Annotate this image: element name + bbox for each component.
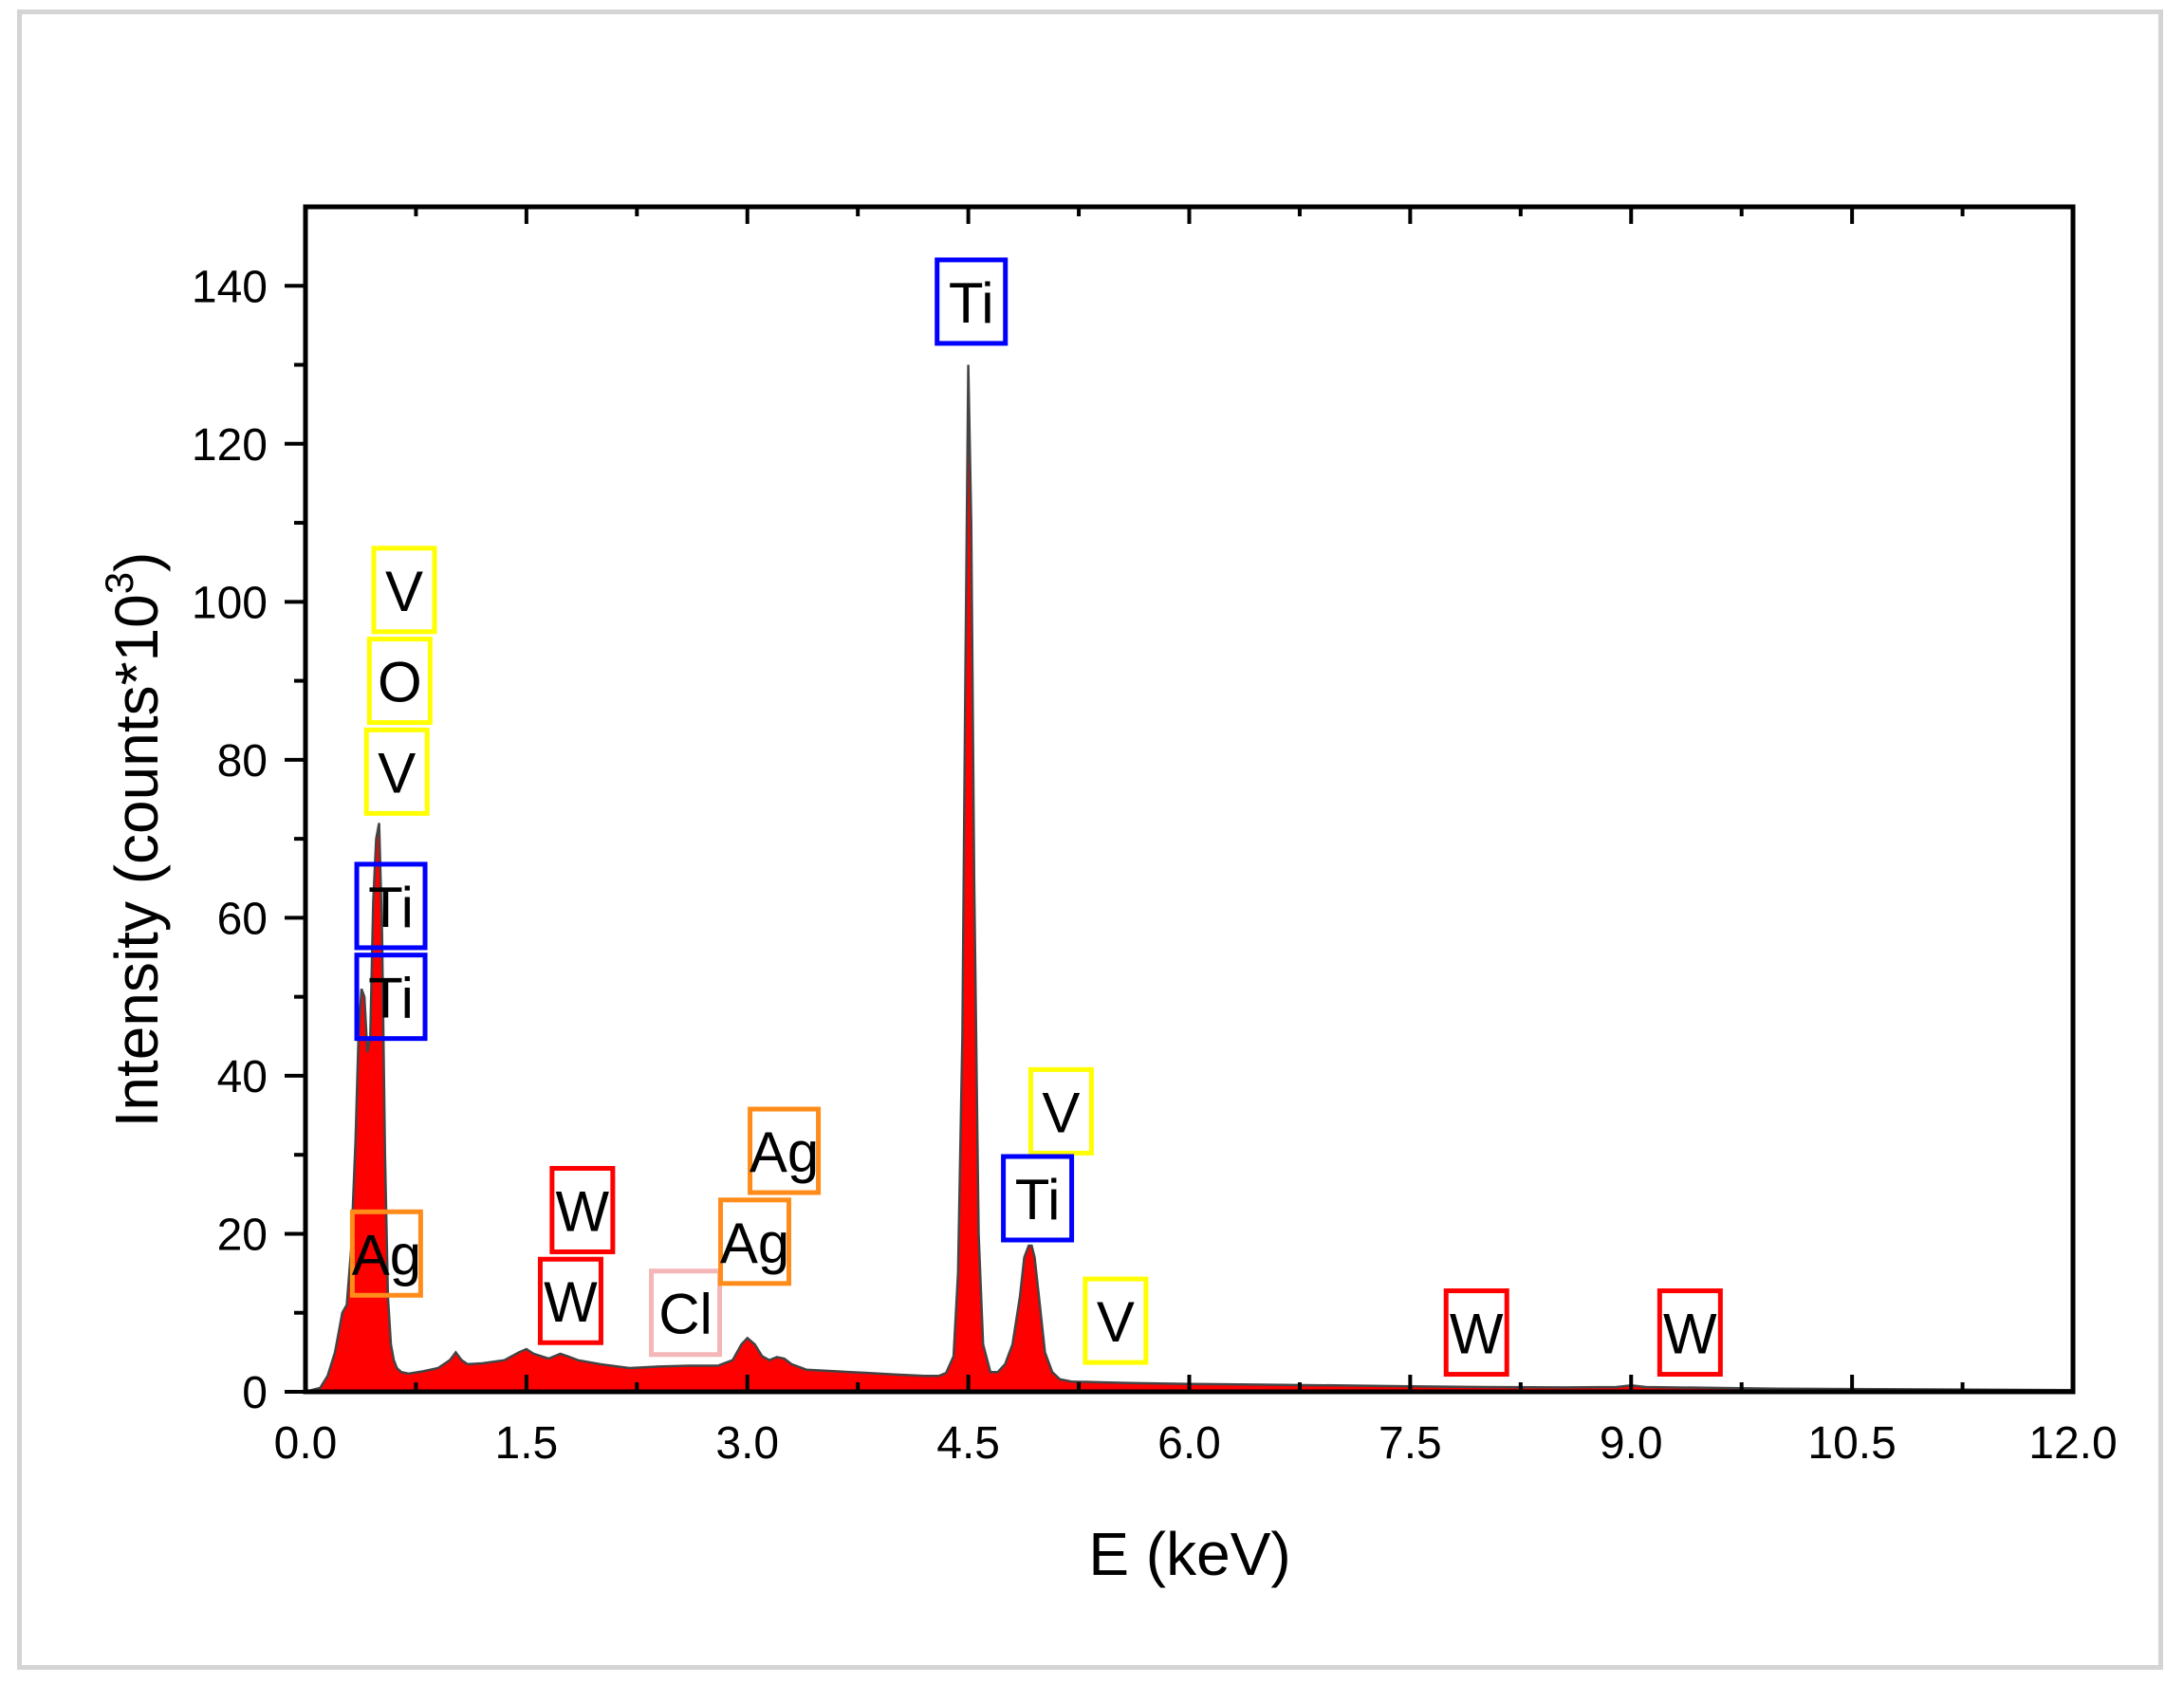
peak-label-v: V — [1027, 1066, 1094, 1156]
peak-label-ag: Ag — [748, 1106, 822, 1195]
peak-label-box — [366, 637, 433, 726]
peak-label-box — [1001, 1154, 1075, 1243]
peak-label-box — [1443, 1288, 1509, 1378]
y-tick-label: 120 — [192, 420, 268, 471]
peak-label-text: O — [378, 651, 422, 714]
y-axis-label-base: Intensity (counts*10 — [102, 594, 171, 1127]
peak-label-ag: Ag — [718, 1197, 792, 1286]
peak-label-text: Ti — [368, 967, 414, 1030]
peak-label-box — [718, 1197, 792, 1286]
peak-label-box — [748, 1106, 822, 1195]
peak-label-box — [649, 1268, 723, 1358]
peak-label-w: W — [1657, 1288, 1723, 1378]
x-tick-label: 6.0 — [1157, 1418, 1221, 1469]
peak-label-box — [354, 953, 428, 1042]
peak-label-text: W — [544, 1270, 598, 1334]
peak-label-text: V — [378, 741, 416, 805]
peak-label-box — [537, 1256, 603, 1345]
y-axis-label-superscript: 3 — [97, 572, 141, 594]
x-tick-label: 1.5 — [495, 1418, 559, 1469]
peak-label-box — [354, 861, 428, 951]
y-tick-label: 20 — [217, 1210, 268, 1260]
peak-label-text: Ag — [720, 1212, 789, 1275]
peak-label-box — [1657, 1288, 1723, 1378]
peak-label-text: V — [385, 560, 423, 623]
peak-label-text: Ag — [750, 1120, 819, 1184]
peak-label-text: Cl — [658, 1283, 713, 1346]
peak-label-w: W — [537, 1256, 603, 1345]
y-tick-label: 140 — [192, 262, 268, 312]
peak-label-w: W — [549, 1165, 616, 1254]
y-tick-label: 100 — [192, 578, 268, 628]
peak-label-box — [1083, 1276, 1149, 1365]
y-tick-label: 80 — [217, 736, 268, 786]
spectrum-line-0 — [305, 364, 2074, 1394]
peak-label-ti: Ti — [1001, 1154, 1075, 1243]
x-axis-label: E (keV) — [1088, 1520, 1290, 1588]
peak-label-cl: Cl — [649, 1268, 723, 1358]
peak-label-v: V — [371, 546, 437, 635]
peak-label-v: V — [363, 727, 430, 816]
peak-label-text: W — [1450, 1303, 1504, 1366]
peak-label-box — [1027, 1066, 1094, 1156]
peak-label-text: V — [1097, 1290, 1135, 1354]
peak-label-box — [371, 546, 437, 635]
peak-label-box — [363, 727, 430, 816]
y-tick-label: 40 — [217, 1052, 268, 1102]
peak-label-box — [349, 1209, 423, 1298]
y-tick-label: 60 — [217, 894, 268, 944]
peak-label-ti: Ti — [935, 257, 1009, 346]
x-tick-label: 4.5 — [936, 1418, 1000, 1469]
ticks-layer: 0.0 1.5 3.0 4.5 6.0 7.5 9.0 10.5 12.0 0 20 40 60 80 10… — [192, 207, 2118, 1469]
peak-label-text: Ti — [368, 876, 414, 939]
peak-label-text: Ag — [352, 1223, 421, 1286]
peak-label-ti: Ti — [354, 953, 428, 1042]
x-tick-label: 0.0 — [274, 1418, 338, 1469]
y-tick-label: 0 — [242, 1368, 268, 1418]
spectrum-fill-layer — [305, 364, 2074, 1394]
x-tick-label: 7.5 — [1379, 1418, 1442, 1469]
x-tick-label: 12.0 — [2028, 1418, 2117, 1469]
peak-label-ti: Ti — [354, 861, 428, 951]
peak-label-v: V — [1083, 1276, 1149, 1365]
y-axis-label: Intensity (counts*103) — [97, 552, 171, 1128]
peak-label-text: W — [556, 1179, 610, 1243]
x-tick-label: 9.0 — [1600, 1418, 1663, 1469]
x-tick-label: 10.5 — [1807, 1418, 1896, 1469]
peak-label-ag: Ag — [349, 1209, 423, 1298]
y-axis-label-close: ) — [102, 552, 171, 572]
peak-label-text: V — [1042, 1081, 1080, 1144]
peak-label-box — [549, 1165, 616, 1254]
peak-label-o: O — [366, 637, 433, 726]
peak-label-box — [935, 257, 1009, 346]
peak-label-text: Ti — [1015, 1168, 1061, 1231]
x-tick-label: 3.0 — [715, 1418, 779, 1469]
peak-label-w: W — [1443, 1288, 1509, 1378]
peak-label-text: W — [1663, 1303, 1717, 1366]
peak-label-text: Ti — [949, 271, 994, 335]
